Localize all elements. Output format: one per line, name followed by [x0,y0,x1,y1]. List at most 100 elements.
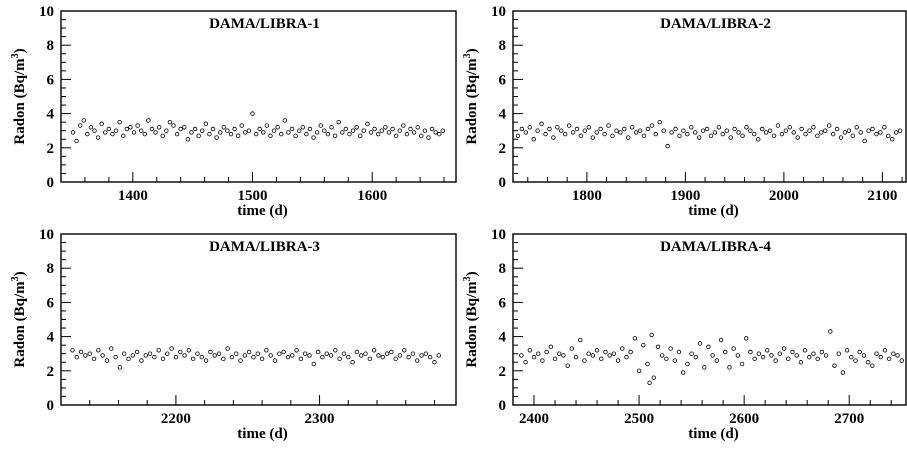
data-point [823,128,828,133]
y-axis-title-end: ) [464,48,480,53]
data-point [307,353,312,358]
data-point [110,131,115,137]
data-point [104,358,110,363]
data-point [664,356,669,362]
data-point [828,329,833,334]
data-point [685,361,690,367]
data-point [586,351,591,356]
data-point [131,130,137,135]
data-point [401,123,406,128]
data-point [200,128,205,133]
panel-2: 0 2 4 6 8 10 1800 1900 2000 2100 DAMA/LIBRA-2 time … [462,4,907,219]
data-point [543,131,548,137]
plot-frame [60,10,457,183]
data-point [636,368,642,373]
data-point [153,130,158,135]
data-point [744,125,749,130]
data-point [238,358,243,363]
data-point [74,138,79,144]
data-point [203,358,209,363]
data-point [346,354,351,360]
data-point [139,358,144,363]
data-point [380,354,385,360]
data-point [192,126,198,132]
data-point [819,130,824,135]
data-point [253,131,259,137]
data-point [693,354,699,360]
y-axis-title-superscript: 3 [462,53,473,58]
data-point [557,351,562,356]
data-point [659,353,665,358]
data-point [594,348,600,353]
data-point [229,354,235,360]
data-point [147,351,153,356]
data-point [615,358,621,363]
data-point [329,125,334,130]
data-point [99,121,104,127]
data-point [696,135,702,140]
data-point [649,332,654,338]
x-tick-label: 2000 [769,188,799,204]
data-point [367,356,373,362]
data-point [862,138,867,144]
data-point [649,123,655,128]
data-point [858,130,863,135]
data-point [728,135,733,140]
data-point [397,128,402,133]
data-point [117,365,123,370]
data-point [149,126,155,132]
data-point [340,130,345,135]
data-point [246,349,252,355]
panel-title: DAMA/LIBRA-2 [660,16,771,32]
data-point [74,354,79,360]
data-point [590,135,595,140]
data-point [235,133,241,139]
data-point [689,351,694,356]
data-point [720,131,726,137]
data-point [727,365,732,370]
data-point [551,135,556,140]
data-point [590,353,596,358]
data-point [386,130,392,135]
data-point [314,130,320,135]
data-point [203,121,209,127]
data-point [519,126,525,132]
data-point [890,137,895,142]
data-point [702,365,707,370]
data-point [669,130,674,135]
data-point [819,349,825,355]
data-point [350,360,355,365]
y-tick-label: 10 [491,4,506,20]
data-point [285,354,291,360]
data-point [559,128,564,133]
x-tick-label: 1600 [357,188,387,204]
x-tick-label: 2100 [867,188,897,204]
data-point [866,128,871,133]
data-point [735,353,741,358]
data-point [298,356,304,362]
data-point [777,351,783,356]
data-point [632,336,638,341]
data-point [354,125,359,130]
data-point [169,346,174,351]
data-point [830,131,836,137]
data-point [622,126,627,132]
data-point [886,133,891,139]
data-point [408,126,413,132]
data-point [411,130,417,135]
data-point [798,360,804,365]
data-point [578,133,584,139]
data-point [838,135,844,140]
data-point [681,128,686,133]
data-point [294,348,299,353]
data-point [893,130,899,135]
data-point [618,130,623,135]
plot-frame [512,10,907,183]
data-point [857,349,862,355]
data-point [535,128,540,133]
data-point [113,354,118,360]
data-point [744,336,749,341]
data-point [419,133,424,139]
data-point [372,126,377,132]
y-tick-label: 4 [47,107,55,123]
